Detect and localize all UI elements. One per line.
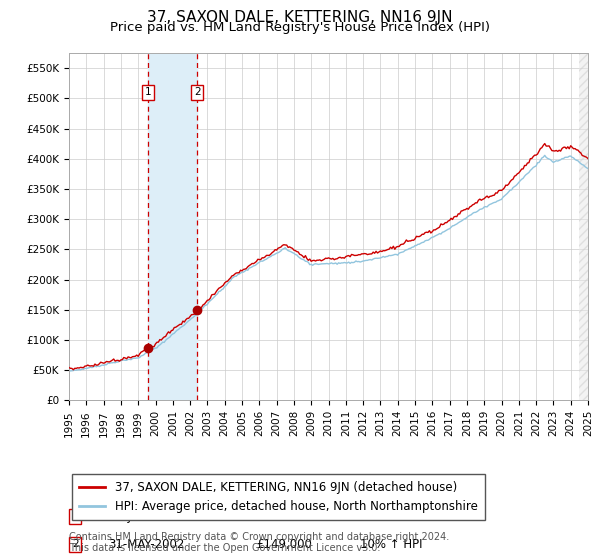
Text: 23-JUL-1999: 23-JUL-1999 — [108, 510, 181, 523]
Text: Price paid vs. HM Land Registry's House Price Index (HPI): Price paid vs. HM Land Registry's House … — [110, 21, 490, 34]
Text: 3% ↓ HPI: 3% ↓ HPI — [359, 510, 415, 523]
Text: 37, SAXON DALE, KETTERING, NN16 9JN: 37, SAXON DALE, KETTERING, NN16 9JN — [147, 10, 453, 25]
Text: 2: 2 — [72, 539, 79, 549]
Text: £86,500: £86,500 — [256, 510, 304, 523]
Text: 1: 1 — [72, 512, 79, 522]
Text: 31-MAY-2002: 31-MAY-2002 — [108, 538, 184, 551]
Text: £149,000: £149,000 — [256, 538, 312, 551]
Text: 10% ↑ HPI: 10% ↑ HPI — [359, 538, 422, 551]
Legend: 37, SAXON DALE, KETTERING, NN16 9JN (detached house), HPI: Average price, detach: 37, SAXON DALE, KETTERING, NN16 9JN (det… — [73, 474, 485, 520]
Text: Contains HM Land Registry data © Crown copyright and database right 2024.
This d: Contains HM Land Registry data © Crown c… — [69, 531, 449, 553]
Text: 1: 1 — [145, 87, 151, 97]
Text: 2: 2 — [194, 87, 200, 97]
